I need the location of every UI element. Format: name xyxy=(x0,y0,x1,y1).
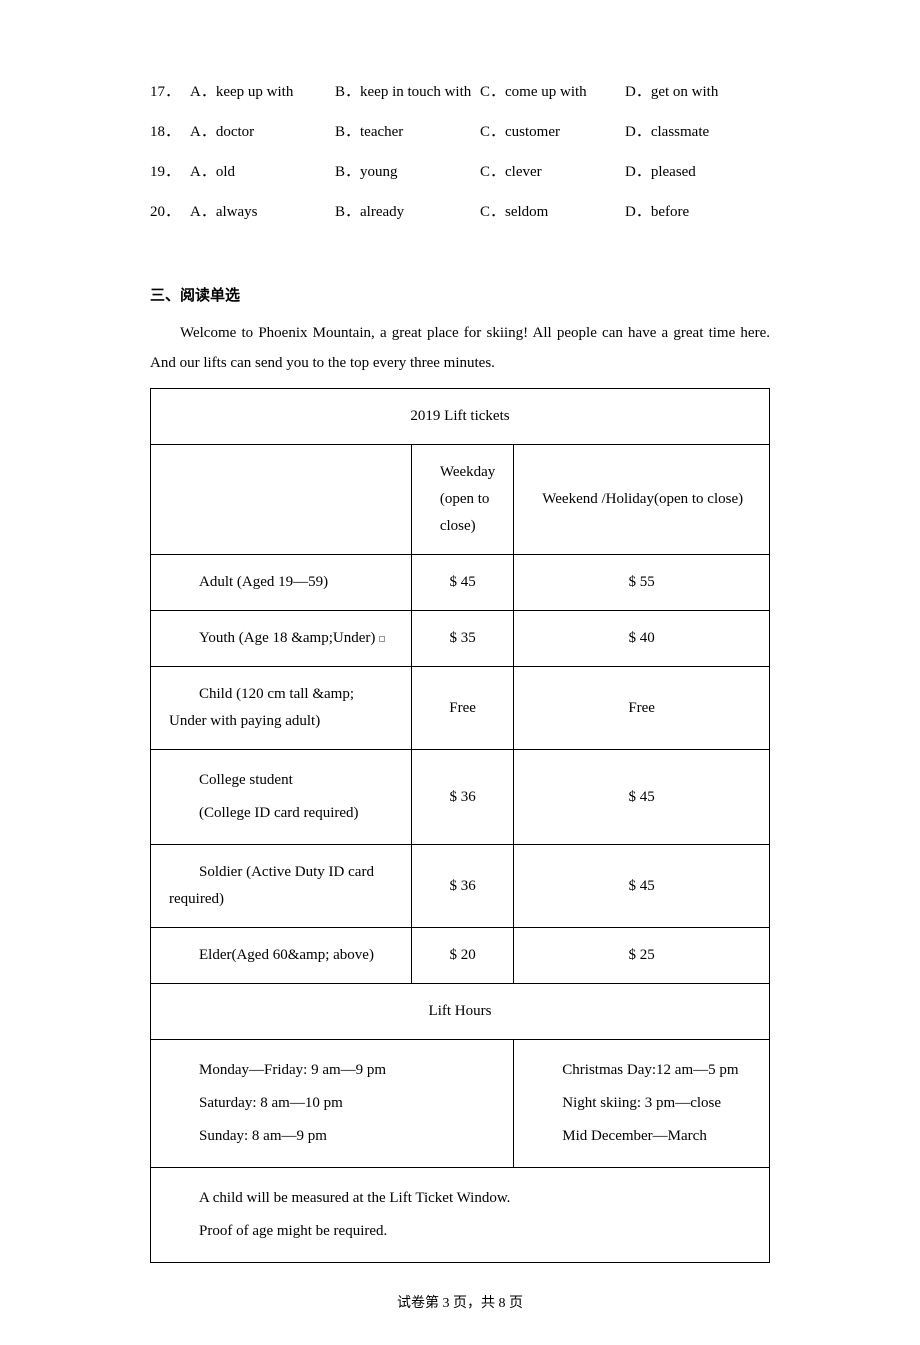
question-row: 20． A．always B．already C．seldom D．before xyxy=(150,200,770,224)
notes-row: A child will be measured at the Lift Tic… xyxy=(151,1168,770,1263)
lift-tickets-table: 2019 Lift tickets Weekday (open to close… xyxy=(150,388,770,1263)
question-row: 17． A．keep up with B．keep in touch with … xyxy=(150,80,770,104)
notes-cell: A child will be measured at the Lift Tic… xyxy=(151,1168,770,1263)
weekend-price: Free xyxy=(514,667,770,750)
option-d: D．classmate xyxy=(625,120,770,144)
weekend-header: Weekend /Holiday(open to close) xyxy=(514,445,770,555)
category-cell: Soldier (Active Duty ID card required) xyxy=(151,845,412,928)
question-row: 19． A．old B．young C．clever D．pleased xyxy=(150,160,770,184)
lift-hours-line: Monday—Friday: 9 am—9 pm xyxy=(169,1054,495,1087)
lift-hours-line: Saturday: 8 am—10 pm xyxy=(169,1087,495,1120)
lift-hours-row: Monday—Friday: 9 am—9 pm Saturday: 8 am—… xyxy=(151,1040,770,1168)
question-num: 20． xyxy=(150,200,190,224)
category-cell: Youth (Age 18 &amp;Under) xyxy=(151,611,412,667)
category-cell: Child (120 cm tall &amp; Under with payi… xyxy=(151,667,412,750)
category-cell: College student (College ID card require… xyxy=(151,750,412,845)
weekday-price: $ 20 xyxy=(411,928,513,984)
table-row: Elder(Aged 60&amp; above) $ 20 $ 25 xyxy=(151,928,770,984)
lift-hours-line: Sunday: 8 am—9 pm xyxy=(169,1120,495,1153)
category-text: Youth (Age 18 &amp;Under) xyxy=(199,630,375,646)
empty-header xyxy=(151,445,412,555)
option-a: A．keep up with xyxy=(190,80,335,104)
option-d: D．pleased xyxy=(625,160,770,184)
category-cell: Adult (Aged 19—59) xyxy=(151,555,412,611)
weekday-header: Weekday (open to close) xyxy=(411,445,513,555)
option-d: D．get on with xyxy=(625,80,770,104)
weekend-price: $ 40 xyxy=(514,611,770,667)
weekend-price: $ 25 xyxy=(514,928,770,984)
option-c: C．seldom xyxy=(480,200,625,224)
intro-paragraph: Welcome to Phoenix Mountain, a great pla… xyxy=(150,318,770,378)
square-marker-icon xyxy=(379,636,385,642)
section-title: 三、阅读单选 xyxy=(150,284,770,308)
option-a: A．doctor xyxy=(190,120,335,144)
table-header-row: Weekday (open to close) Weekend /Holiday… xyxy=(151,445,770,555)
note-line: A child will be measured at the Lift Tic… xyxy=(169,1182,751,1215)
option-c: C．clever xyxy=(480,160,625,184)
weekend-price: $ 45 xyxy=(514,845,770,928)
weekday-price: $ 45 xyxy=(411,555,513,611)
category-cell: Elder(Aged 60&amp; above) xyxy=(151,928,412,984)
weekday-price: Free xyxy=(411,667,513,750)
lift-hours-line: Christmas Day:12 am—5 pm xyxy=(532,1054,751,1087)
weekday-price: $ 36 xyxy=(411,750,513,845)
question-num: 18． xyxy=(150,120,190,144)
table-row: Adult (Aged 19—59) $ 45 $ 55 xyxy=(151,555,770,611)
table-row: Soldier (Active Duty ID card required) $… xyxy=(151,845,770,928)
weekday-price: $ 36 xyxy=(411,845,513,928)
weekend-price: $ 45 xyxy=(514,750,770,845)
option-d: D．before xyxy=(625,200,770,224)
table-row: Youth (Age 18 &amp;Under) $ 35 $ 40 xyxy=(151,611,770,667)
lift-hours-line: Mid December—March xyxy=(532,1120,751,1153)
category-line2: (College ID card required) xyxy=(169,797,393,830)
page-footer: 试卷第 3 页，共 8 页 xyxy=(150,1293,770,1315)
questions-block: 17． A．keep up with B．keep in touch with … xyxy=(150,80,770,224)
category-line1: College student xyxy=(169,764,393,797)
weekday-price: $ 35 xyxy=(411,611,513,667)
lift-hours-title-row: Lift Hours xyxy=(151,984,770,1040)
lift-hours-title: Lift Hours xyxy=(151,984,770,1040)
question-num: 17． xyxy=(150,80,190,104)
lift-hours-line: Night skiing: 3 pm—close xyxy=(532,1087,751,1120)
lift-hours-right: Christmas Day:12 am—5 pm Night skiing: 3… xyxy=(514,1040,770,1168)
option-b: B．young xyxy=(335,160,480,184)
option-a: A．always xyxy=(190,200,335,224)
option-b: B．already xyxy=(335,200,480,224)
weekend-price: $ 55 xyxy=(514,555,770,611)
table-title-row: 2019 Lift tickets xyxy=(151,389,770,445)
note-line: Proof of age might be required. xyxy=(169,1215,751,1248)
option-b: B．keep in touch with xyxy=(335,80,480,104)
question-num: 19． xyxy=(150,160,190,184)
table-row: Child (120 cm tall &amp; Under with payi… xyxy=(151,667,770,750)
lift-hours-left: Monday—Friday: 9 am—9 pm Saturday: 8 am—… xyxy=(151,1040,514,1168)
question-row: 18． A．doctor B．teacher C．customer D．clas… xyxy=(150,120,770,144)
option-b: B．teacher xyxy=(335,120,480,144)
table-title: 2019 Lift tickets xyxy=(151,389,770,445)
option-c: C．come up with xyxy=(480,80,625,104)
table-row: College student (College ID card require… xyxy=(151,750,770,845)
option-a: A．old xyxy=(190,160,335,184)
option-c: C．customer xyxy=(480,120,625,144)
